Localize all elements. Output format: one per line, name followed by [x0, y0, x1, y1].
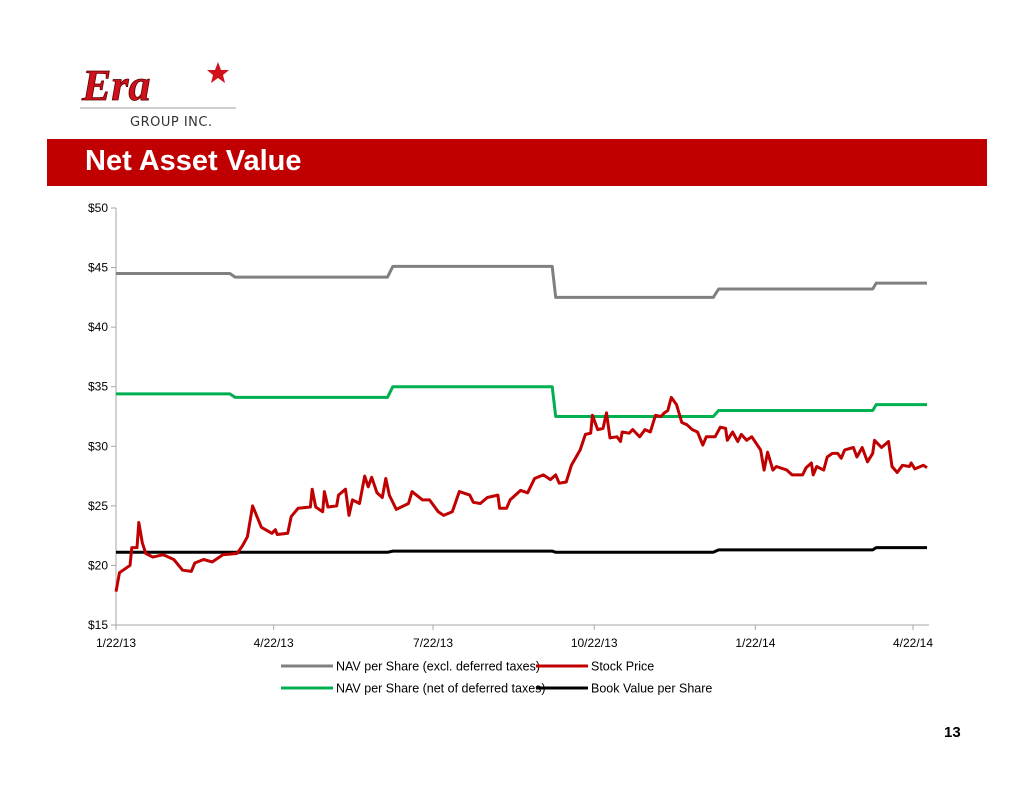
page-number: 13: [944, 724, 961, 741]
legend-label-0: NAV per Share (excl. deferred taxes): [336, 660, 540, 674]
x-tick-label: 1/22/13: [96, 636, 136, 650]
x-tick-label: 1/22/14: [735, 636, 775, 650]
x-tick-label: 7/22/13: [413, 636, 453, 650]
y-tick-label: $35: [88, 380, 108, 394]
series-line-1: [114, 395, 928, 592]
legend-label-2: NAV per Share (net of deferred taxes): [336, 682, 546, 696]
logo-brand-text: Era: [81, 61, 150, 110]
series-group: [114, 264, 928, 592]
x-tick-label: 4/22/14: [893, 636, 933, 650]
legend-label-1: Stock Price: [591, 660, 654, 674]
y-tick-label: $25: [88, 499, 108, 513]
y-tick-label: $30: [88, 439, 108, 453]
y-tick-label: $45: [88, 261, 108, 275]
x-tick-label: 10/22/13: [571, 636, 618, 650]
star-icon: [207, 62, 229, 83]
legend: NAV per Share (excl. deferred taxes) Stoc…: [281, 660, 712, 696]
logo-subtitle: GROUP INC.: [130, 115, 213, 130]
y-tick-label: $40: [88, 320, 108, 334]
series-line-3: [116, 546, 927, 554]
y-tick-label: $20: [88, 558, 108, 572]
y-tick-label: $50: [88, 201, 108, 215]
x-tick-label: 4/22/13: [254, 636, 294, 650]
title-bar: Net Asset Value: [47, 139, 987, 186]
legend-label-3: Book Value per Share: [591, 682, 712, 696]
series-line-2: [116, 385, 927, 418]
era-group-logo: Era GROUP INC.: [80, 61, 236, 130]
y-tick-label: $15: [88, 618, 108, 632]
axes: $15 $20 $25 $30 $35 $40 $45 $50 1/22/13 4/22/13 7/…: [88, 201, 933, 650]
slide-title: Net Asset Value: [85, 145, 302, 177]
series-line-0: [116, 264, 927, 299]
